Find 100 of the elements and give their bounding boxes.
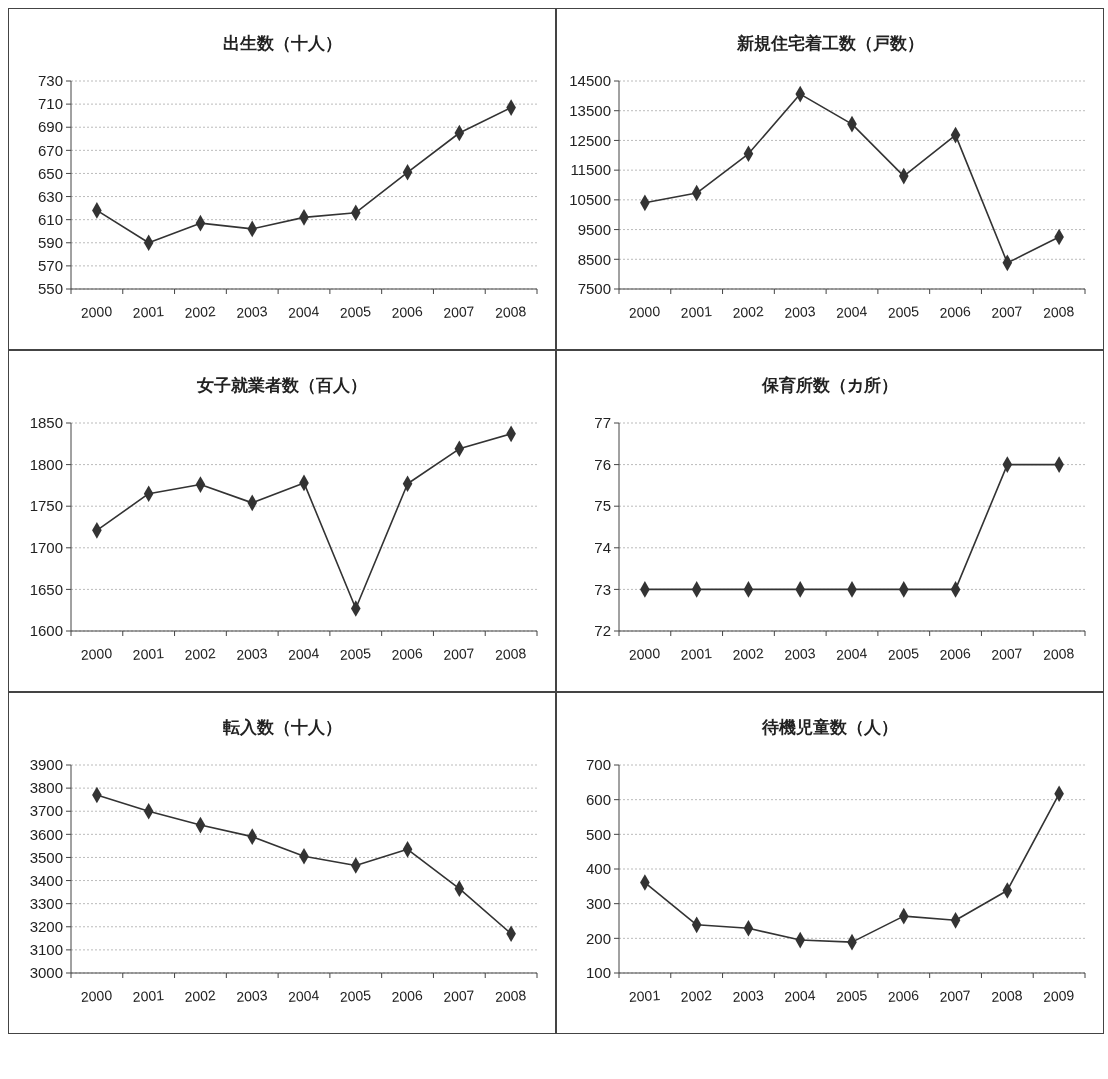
y-tick-label: 700	[585, 756, 611, 774]
x-tick-label: 2008	[1042, 644, 1076, 664]
x-tick-label: 2001	[132, 986, 165, 1006]
x-tick-label: 2005	[835, 986, 868, 1006]
y-tick-label: 3000	[29, 964, 63, 982]
x-tick-label: 2006	[391, 986, 424, 1006]
y-tick-label: 3300	[29, 894, 63, 912]
x-tick-label: 2008	[494, 644, 528, 664]
y-tick-label: 3200	[29, 918, 63, 936]
x-tick-label: 2002	[184, 644, 217, 664]
y-tick-label: 690	[37, 118, 63, 136]
x-tick-label: 2001	[132, 302, 165, 322]
x-tick-label: 2001	[628, 986, 661, 1006]
x-tick-label: 2007	[939, 986, 972, 1006]
y-tick-label: 650	[37, 164, 63, 182]
y-tick-label: 590	[37, 234, 63, 252]
x-tick-label: 2006	[887, 986, 920, 1006]
y-tick-label: 3100	[29, 941, 63, 959]
x-tick-label: 2002	[184, 302, 217, 322]
x-tick-label: 2000	[628, 644, 661, 664]
x-tick-label: 2002	[184, 986, 217, 1006]
x-tick-label: 2006	[939, 644, 972, 664]
x-tick-label: 2003	[235, 644, 269, 664]
y-tick-label: 9500	[577, 220, 611, 238]
x-tick-label: 2006	[391, 302, 424, 322]
x-tick-label: 2000	[80, 986, 113, 1006]
x-tick-label: 2008	[494, 986, 528, 1006]
x-tick-label: 2003	[732, 986, 765, 1006]
y-tick-label: 3400	[29, 871, 63, 889]
x-tick-label: 2007	[990, 302, 1024, 322]
x-tick-label: 2005	[339, 986, 372, 1006]
x-tick-label: 2003	[235, 986, 269, 1006]
x-tick-label: 2009	[1042, 986, 1076, 1006]
x-tick-label: 2007	[442, 986, 476, 1006]
x-tick-label: 2008	[1042, 302, 1076, 322]
x-tick-label: 2004	[835, 302, 868, 322]
y-tick-label: 670	[37, 141, 63, 159]
y-tick-label: 1800	[29, 455, 63, 473]
y-tick-label: 3500	[29, 848, 63, 866]
x-tick-label: 2005	[339, 302, 372, 322]
x-tick-label: 2007	[990, 644, 1024, 664]
x-tick-label: 2003	[783, 644, 817, 664]
y-tick-label: 1750	[29, 497, 63, 515]
y-tick-label: 710	[37, 95, 63, 113]
y-tick-label: 1850	[29, 414, 63, 432]
y-tick-label: 75	[594, 497, 611, 515]
y-tick-label: 570	[37, 257, 63, 275]
x-tick-label: 2004	[783, 986, 817, 1006]
x-tick-label: 2007	[442, 302, 476, 322]
y-tick-label: 200	[585, 929, 611, 947]
x-tick-label: 2004	[287, 986, 320, 1006]
chart-title: 出生数（十人）	[222, 33, 342, 53]
y-tick-label: 76	[594, 455, 611, 473]
x-tick-label: 2000	[80, 302, 113, 322]
x-tick-label: 2006	[939, 302, 972, 322]
x-tick-label: 2004	[287, 644, 320, 664]
chart-title: 転入数（十人）	[221, 717, 342, 737]
y-tick-label: 300	[585, 894, 611, 912]
x-tick-label: 2000	[628, 302, 661, 322]
y-tick-label: 600	[585, 790, 611, 808]
chart-title: 新規住宅着工数（戸数）	[735, 33, 924, 53]
y-tick-label: 610	[37, 210, 63, 228]
x-tick-label: 2002	[732, 644, 765, 664]
x-tick-label: 2005	[887, 644, 920, 664]
x-tick-label: 2001	[132, 644, 165, 664]
y-tick-label: 1700	[29, 539, 63, 557]
y-tick-label: 630	[37, 187, 63, 205]
y-tick-label: 11500	[570, 161, 611, 179]
y-tick-label: 400	[585, 860, 611, 878]
y-tick-label: 3700	[29, 802, 63, 820]
y-tick-label: 72	[594, 622, 611, 640]
chart-title: 女子就業者数（百人）	[196, 375, 367, 395]
x-tick-label: 2004	[835, 644, 868, 664]
y-tick-label: 14500	[569, 72, 611, 90]
y-tick-label: 3900	[29, 756, 63, 774]
x-tick-label: 2005	[887, 302, 920, 322]
y-tick-label: 100	[585, 964, 611, 982]
x-tick-label: 2002	[732, 302, 765, 322]
x-tick-label: 2008	[990, 986, 1024, 1006]
y-tick-label: 7500	[577, 280, 611, 298]
y-tick-label: 3800	[29, 779, 63, 797]
y-tick-label: 10500	[569, 191, 611, 209]
x-tick-label: 2004	[287, 302, 320, 322]
x-tick-label: 2001	[680, 644, 713, 664]
x-tick-label: 2007	[442, 644, 476, 664]
y-tick-label: 1650	[29, 580, 63, 598]
y-tick-label: 8500	[577, 250, 611, 268]
y-tick-label: 13500	[569, 101, 611, 119]
y-tick-label: 12500	[569, 131, 611, 149]
x-tick-label: 2005	[339, 644, 372, 664]
x-tick-label: 2003	[783, 302, 817, 322]
y-tick-label: 500	[585, 825, 611, 843]
y-tick-label: 1600	[29, 622, 63, 640]
x-tick-label: 2000	[80, 644, 113, 664]
chart-title: 保育所数（カ所）	[761, 375, 898, 395]
y-tick-label: 550	[37, 280, 63, 298]
chart-title: 待機児童数（人）	[761, 717, 898, 737]
y-tick-label: 73	[594, 580, 611, 598]
y-tick-label: 77	[594, 414, 611, 432]
x-tick-label: 2008	[494, 302, 528, 322]
